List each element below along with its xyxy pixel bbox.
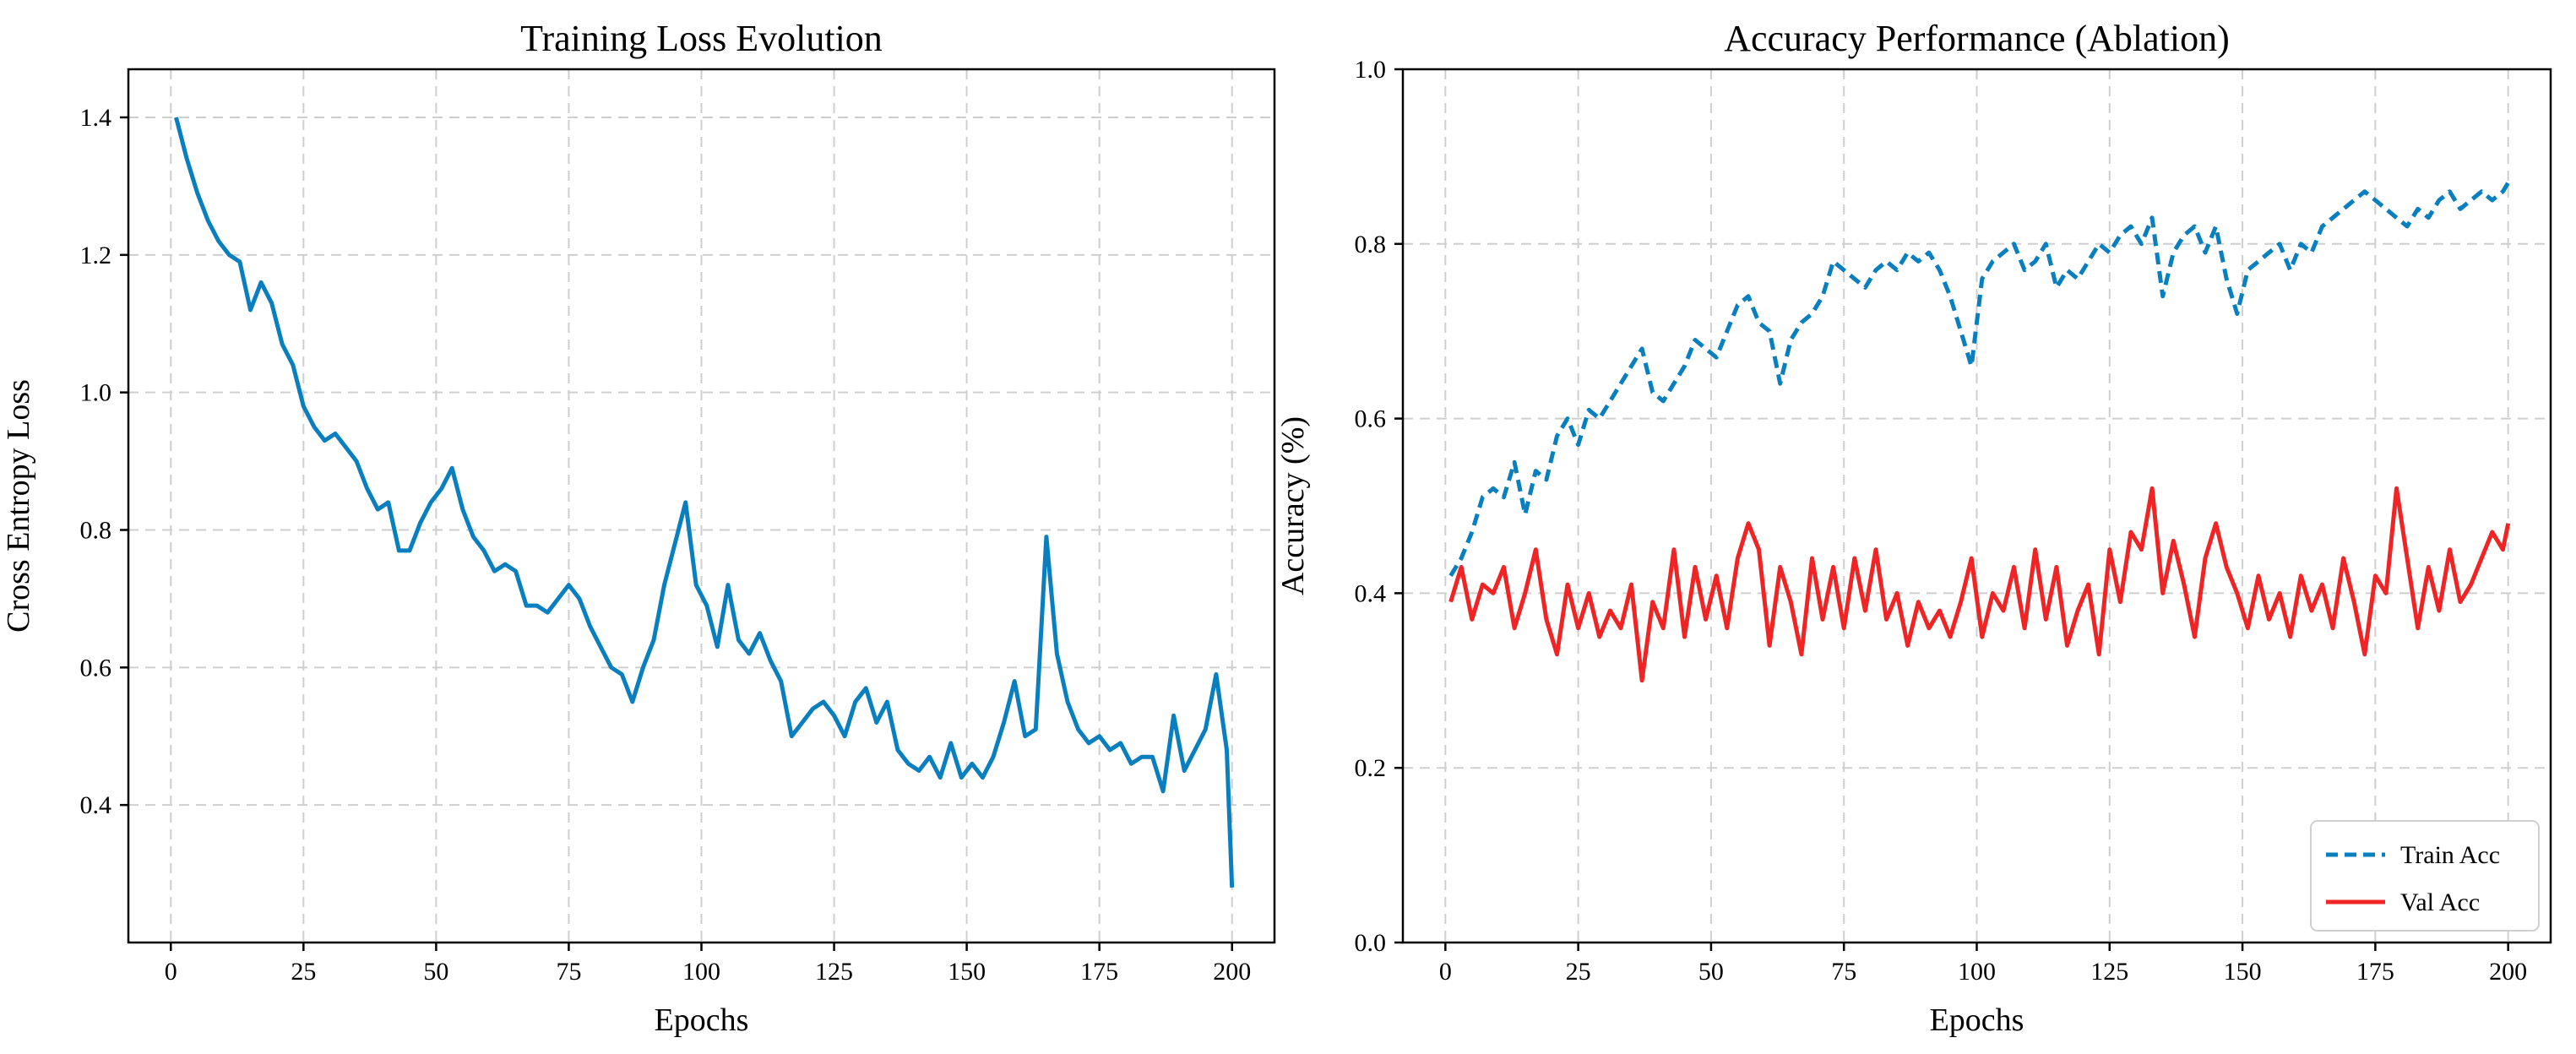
accuracy-legend: Train Acc Val Acc: [2310, 820, 2540, 932]
loss-x-tick-label: 0: [165, 958, 177, 986]
loss-x-tick-label: 100: [682, 958, 720, 986]
accuracy-y-tick-label: 0.4: [1355, 579, 1387, 607]
loss-x-tick-label: 50: [423, 958, 448, 986]
loss-y-tick-label: 1.0: [80, 379, 112, 407]
accuracy-legend-label: Train Acc: [2400, 841, 2500, 869]
loss-y-tick-label: 0.6: [80, 654, 112, 682]
accuracy-y-axis-label: Accuracy (%): [1275, 416, 1311, 595]
loss-y-tick-label: 0.4: [80, 791, 112, 819]
loss-y-tick-label: 0.8: [80, 516, 112, 544]
accuracy-y-tick-label: 0.0: [1355, 929, 1387, 957]
accuracy-series-train-acc-line: [1448, 182, 2510, 577]
loss-y-tick-label: 1.2: [80, 242, 112, 269]
loss-x-tick-label: 175: [1080, 958, 1118, 986]
accuracy-chart: 0 25 50 75 100 125 150 175 200 0.0 0.2 0.4 0.6 0.8 1.0…: [1275, 18, 2552, 1038]
loss-x-tick-label: 75: [556, 958, 581, 986]
accuracy-chart-title: Accuracy Performance (Ablation): [1724, 18, 2230, 59]
accuracy-x-tick-label: 25: [1566, 958, 1591, 986]
accuracy-y-tick-label: 0.6: [1355, 405, 1387, 433]
accuracy-x-tick-label: 75: [1831, 958, 1856, 986]
loss-x-tick-label: 25: [291, 958, 316, 986]
accuracy-y-tick-label: 1.0: [1355, 56, 1387, 84]
loss-x-tick-label: 200: [1213, 958, 1251, 986]
accuracy-x-tick-label: 125: [2090, 958, 2128, 986]
accuracy-x-tick-label: 100: [1958, 958, 1996, 986]
loss-y-tick-label: 1.4: [80, 104, 112, 132]
loss-chart-title: Training Loss Evolution: [520, 18, 883, 59]
loss-x-tick-label: 125: [815, 958, 853, 986]
accuracy-x-tick-label: 0: [1439, 958, 1452, 986]
loss-x-axis-label: Epochs: [655, 1002, 749, 1038]
accuracy-x-axis-label: Epochs: [1930, 1002, 2024, 1038]
accuracy-x-tick-label: 50: [1698, 958, 1724, 986]
accuracy-y-tick-label: 0.8: [1355, 231, 1387, 258]
loss-x-tick-label: 150: [948, 958, 986, 986]
accuracy-y-tick-label: 0.2: [1355, 754, 1387, 782]
loss-series-loss-line: [174, 117, 1235, 888]
accuracy-x-tick-label: 175: [2356, 958, 2394, 986]
accuracy-series-val-acc-line: [1448, 486, 2511, 683]
loss-chart: 0 25 50 75 100 125 150 175 200 0.4 0.6 0.8 1.0 1.2 1.4…: [1, 18, 1276, 1038]
accuracy-x-tick-label: 150: [2224, 958, 2262, 986]
loss-y-axis-label: Cross Entropy Loss: [1, 379, 36, 633]
accuracy-legend-label: Val Acc: [2400, 888, 2480, 916]
accuracy-x-tick-label: 200: [2489, 958, 2527, 986]
